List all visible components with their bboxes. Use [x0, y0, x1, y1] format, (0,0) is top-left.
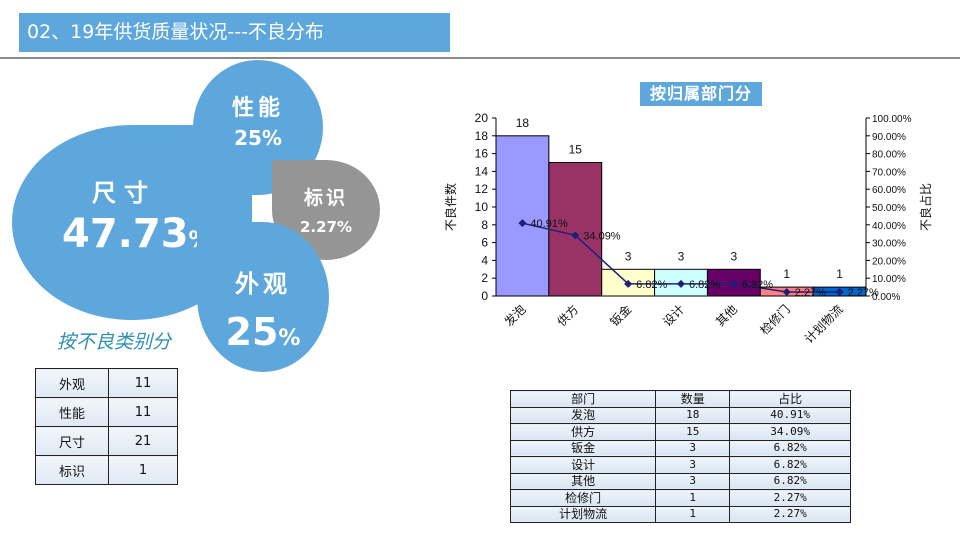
bar [601, 268, 656, 297]
bar [495, 135, 550, 297]
svg-text:60.00%: 60.00% [872, 185, 906, 196]
svg-text:15: 15 [569, 143, 583, 157]
petal-performance-label: 性能 [231, 96, 284, 121]
svg-text:钣金: 钣金 [607, 302, 635, 330]
category-caption: 按不良类别分 [57, 331, 172, 353]
svg-text:1: 1 [836, 267, 843, 281]
svg-text:3: 3 [678, 249, 685, 263]
petal-appearance-label: 外观 [235, 270, 291, 298]
table-row: 检修门 1 2.27% [509, 489, 851, 507]
svg-text:2.27%: 2.27% [795, 287, 826, 299]
svg-text:4: 4 [481, 253, 488, 267]
svg-text:设计: 设计 [660, 302, 687, 329]
bar [706, 268, 761, 297]
table-row: 尺寸 21 [35, 426, 178, 456]
svg-text:12: 12 [475, 182, 489, 196]
table-row: 供方 15 34.09% [509, 423, 851, 441]
svg-text:不良占比: 不良占比 [918, 183, 933, 231]
bar [759, 286, 814, 297]
table-row: 性能 11 [35, 397, 178, 427]
svg-text:10: 10 [475, 200, 489, 214]
svg-text:6: 6 [481, 236, 488, 250]
svg-text:0.00%: 0.00% [872, 292, 900, 303]
table-row: 标识 1 [35, 455, 178, 485]
svg-text:30.00%: 30.00% [872, 239, 906, 250]
svg-text:发泡: 发泡 [501, 302, 529, 330]
svg-text:16: 16 [475, 147, 489, 161]
table-row: 钣金 3 6.82% [509, 439, 851, 457]
petal-marking-label: 标识 [303, 187, 348, 209]
svg-text:8: 8 [481, 218, 488, 232]
svg-text:计划物流: 计划物流 [802, 302, 846, 346]
svg-text:不良件数: 不良件数 [443, 183, 458, 231]
petal-size-label: 尺寸 [92, 179, 156, 207]
table-row: 设计 3 6.82% [509, 456, 851, 474]
svg-text:20.00%: 20.00% [872, 256, 906, 267]
svg-text:34.09%: 34.09% [583, 230, 621, 242]
svg-text:50.00%: 50.00% [872, 203, 906, 214]
petal-appearance-value: 25% [225, 310, 301, 354]
department-table: 部门 数量 占比 发泡 18 40.91% 供方 15 34.09% 钣金 3 6.82% … [509, 390, 851, 523]
svg-text:0: 0 [481, 289, 488, 303]
svg-text:2.27%: 2.27% [848, 287, 879, 299]
svg-text:3: 3 [625, 249, 632, 263]
svg-text:3: 3 [731, 249, 738, 263]
svg-text:2: 2 [481, 271, 488, 285]
page-title: 02、19年供货质量状况---不良分布 [19, 13, 450, 52]
svg-text:其他: 其他 [713, 302, 740, 329]
petal-appearance: 外观 25% [197, 222, 329, 372]
svg-text:90.00%: 90.00% [872, 132, 906, 143]
svg-text:6.82%: 6.82% [636, 279, 667, 291]
svg-text:100.00%: 100.00% [872, 114, 912, 125]
svg-text:40.91%: 40.91% [530, 218, 568, 230]
petal-size-value: 47.73% [62, 211, 211, 257]
svg-text:10.00%: 10.00% [872, 274, 906, 285]
header-divider [0, 57, 960, 59]
bar [548, 162, 603, 297]
chart-title: 按归属部门分 [640, 82, 762, 106]
svg-text:14: 14 [475, 164, 489, 178]
table-row: 外观 11 [35, 368, 178, 398]
svg-text:供方: 供方 [554, 302, 582, 330]
svg-text:6.82%: 6.82% [742, 279, 773, 291]
category-table: 外观 11 性能 11 尺寸 21 标识 1 [35, 368, 178, 485]
svg-text:18: 18 [516, 116, 530, 130]
svg-text:1: 1 [783, 267, 790, 281]
bar [654, 268, 708, 297]
petal-performance-value: 25% [234, 126, 282, 150]
svg-text:6.82%: 6.82% [689, 279, 720, 291]
svg-text:20: 20 [475, 111, 489, 125]
table-row: 计划物流 1 2.27% [509, 505, 851, 523]
svg-text:40.00%: 40.00% [872, 221, 906, 232]
bar [812, 286, 867, 297]
svg-text:检修门: 检修门 [757, 302, 793, 338]
table-row: 其他 3 6.82% [509, 472, 851, 490]
petal-marking-value: 2.27% [299, 218, 353, 236]
table-header-row: 部门 数量 占比 [509, 390, 851, 408]
svg-text:80.00%: 80.00% [872, 150, 906, 161]
table-row: 发泡 18 40.91% [509, 406, 851, 424]
svg-text:18: 18 [475, 129, 489, 143]
svg-text:70.00%: 70.00% [872, 167, 906, 178]
